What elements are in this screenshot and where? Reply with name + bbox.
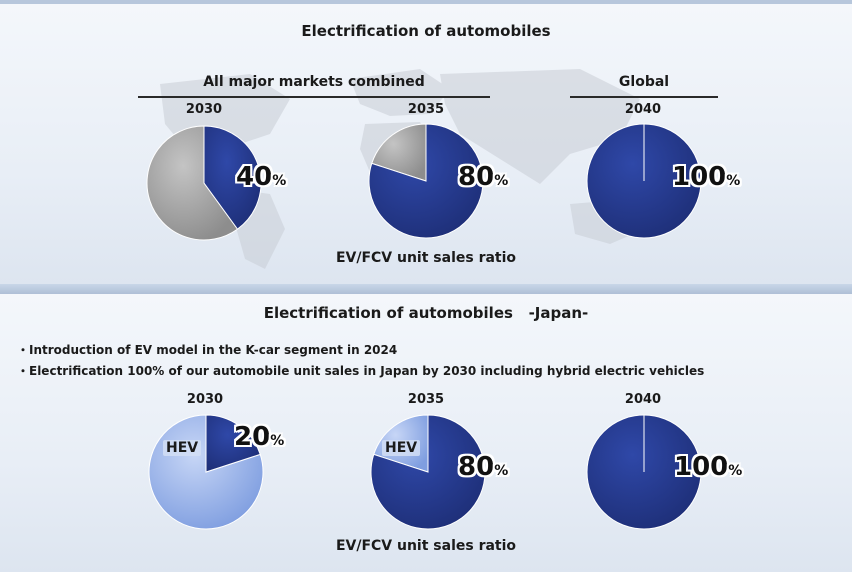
- pie-2035-all-markets: [368, 123, 484, 239]
- pie-slice-ev: [368, 123, 484, 239]
- percent-unit: %: [272, 173, 287, 189]
- pie-2030-all-markets: [146, 125, 262, 241]
- pct-label-2035: 80%: [458, 162, 508, 192]
- pie-2040-japan: [586, 414, 702, 530]
- header-global: Global: [618, 74, 670, 90]
- pie-slice-ev: [203, 125, 262, 230]
- japan-pct-label-2030: 20%: [234, 422, 284, 452]
- japan-year-label-2040: 2040: [624, 392, 662, 407]
- pct-value-2035: 80: [458, 162, 495, 192]
- percent-unit: %: [494, 463, 509, 479]
- bullet-electrification-100: ・Electrification 100% of our automobile …: [17, 364, 705, 378]
- pie-slice-ev: [205, 414, 261, 473]
- japan-pct-label-2040: 100%: [674, 452, 742, 482]
- top-title: Electrification of automobiles: [301, 22, 551, 40]
- japan-year-label-2035: 2035: [407, 392, 445, 407]
- pie-slice-ev: [370, 414, 486, 530]
- japan-electrification-panel: Electrification of automobiles -Japan- ・…: [0, 294, 852, 572]
- percent-unit: %: [728, 463, 743, 479]
- japan-pct-value-2030: 20: [234, 422, 271, 452]
- bottom-chart-subtitle: EV/FCV unit sales ratio: [335, 538, 517, 554]
- japan-pct-value-2035: 80: [458, 452, 495, 482]
- pct-value-2040: 100: [672, 162, 727, 192]
- divider-band: [0, 284, 852, 294]
- hev-label-2030: HEV: [163, 440, 202, 456]
- pct-label-2030: 40%: [236, 162, 286, 192]
- year-label-2035: 2035: [407, 102, 445, 117]
- header-underline-combined: [138, 96, 490, 98]
- japan-pct-label-2035: 80%: [458, 452, 508, 482]
- bottom-title: Electrification of automobiles -Japan-: [263, 304, 589, 322]
- pct-label-2040: 100%: [672, 162, 740, 192]
- global-electrification-panel: Electrification of automobiles All major…: [0, 0, 852, 284]
- percent-unit: %: [270, 433, 285, 449]
- pct-value-2030: 40: [236, 162, 273, 192]
- bullet-k-car: ・Introduction of EV model in the K-car s…: [17, 343, 398, 357]
- year-label-2040: 2040: [624, 102, 662, 117]
- pie-2040-global: [586, 123, 702, 239]
- percent-unit: %: [726, 173, 741, 189]
- hev-label-2035: HEV: [382, 440, 421, 456]
- japan-pct-value-2040: 100: [674, 452, 729, 482]
- top-chart-subtitle: EV/FCV unit sales ratio: [335, 250, 517, 266]
- pie-slice-other: [146, 125, 239, 241]
- pie-slice-other: [371, 123, 427, 182]
- percent-unit: %: [494, 173, 509, 189]
- year-label-2030: 2030: [185, 102, 223, 117]
- header-all-major-markets: All major markets combined: [203, 74, 425, 90]
- japan-year-label-2030: 2030: [186, 392, 224, 407]
- header-underline-global: [570, 96, 718, 98]
